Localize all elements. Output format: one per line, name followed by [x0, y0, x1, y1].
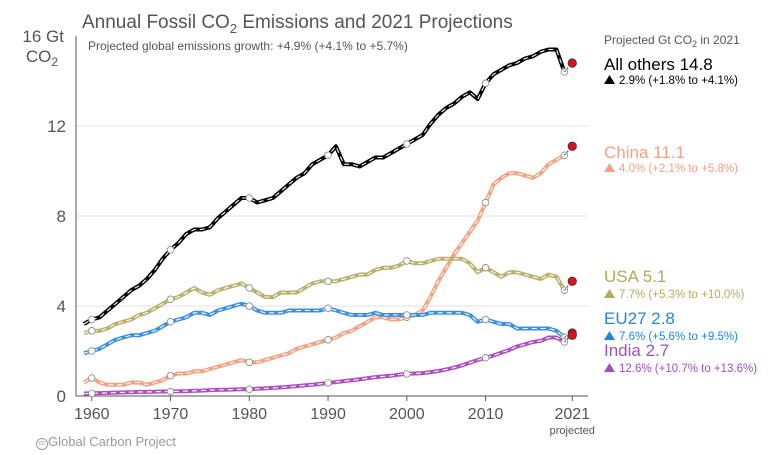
up-triangle-icon	[604, 163, 615, 172]
series-name: All others 14.8	[604, 55, 713, 74]
data-point	[245, 302, 253, 310]
x-tick-label: 1990	[310, 406, 346, 423]
x-tick-label: 2010	[468, 406, 504, 423]
data-point	[88, 347, 96, 355]
y-tick-label: 12	[47, 117, 66, 136]
data-point	[403, 140, 411, 148]
series-lines	[82, 47, 577, 397]
data-point	[245, 194, 253, 202]
series-growth: 2.9% (+1.8% to +4.1%)	[619, 75, 738, 87]
y-tick-label: 8	[57, 207, 66, 226]
data-point	[166, 372, 175, 380]
data-point	[245, 358, 253, 366]
up-triangle-icon	[604, 363, 615, 372]
projection-point	[567, 330, 577, 340]
projection-point	[567, 141, 577, 151]
axes: 0 4 8 12 1960 1970 1980 1990 2000 2010 2021 project…	[47, 36, 595, 437]
data-point	[481, 354, 490, 362]
x-tick-note: projected	[550, 425, 595, 437]
data-point	[403, 370, 411, 378]
data-point	[324, 336, 332, 344]
data-point	[324, 277, 332, 285]
data-point	[481, 198, 490, 207]
series-line	[83, 335, 566, 396]
series-name: India 2.7	[604, 341, 669, 360]
series-line	[83, 301, 566, 356]
up-triangle-icon	[604, 331, 615, 340]
series-name: EU27 2.8	[604, 309, 675, 328]
data-point	[88, 374, 96, 382]
series-growth: 7.6% (+5.6% to +9.5%)	[619, 331, 738, 343]
x-tick-label: 1960	[74, 406, 110, 423]
x-tick-label: 2000	[389, 406, 425, 423]
series-growth: 12.6% (+10.7% to +13.6%)	[619, 363, 757, 375]
x-tick-label: 1980	[231, 406, 267, 423]
up-triangle-icon	[604, 289, 615, 298]
y-axis-label-line2: CO2	[26, 47, 59, 69]
footer-org: Global Carbon Project	[48, 434, 176, 449]
chart-subtitle: Projected global emissions growth: +4.9%…	[88, 39, 408, 53]
series-growth: 4.0% (+2.1% to +5.8%)	[619, 163, 738, 175]
legend-header: Projected Gt CO2 in 2021	[604, 33, 740, 49]
data-point	[166, 387, 175, 396]
data-point	[324, 151, 332, 159]
x-tick-label: 1970	[153, 406, 189, 423]
data-point	[403, 311, 411, 319]
cc-logo-icon: cc	[36, 438, 48, 450]
up-triangle-icon	[604, 75, 615, 84]
data-point	[166, 295, 175, 303]
series-name: China 11.1	[604, 143, 685, 162]
y-tick-label: 4	[57, 297, 66, 316]
data-point	[166, 318, 175, 326]
data-point	[481, 264, 490, 272]
data-point	[403, 257, 411, 265]
data-point	[245, 284, 253, 292]
data-point	[88, 315, 96, 324]
projection-point	[567, 58, 577, 68]
series-name: USA 5.1	[604, 267, 666, 286]
chart-title: Annual Fossil CO2 Emissions and 2021 Pro…	[82, 12, 513, 36]
data-point	[324, 379, 332, 387]
data-point	[88, 327, 96, 335]
x-tick-label: 2021	[554, 406, 590, 423]
series-growth: 7.7% (+5.3% to +10.0%)	[619, 289, 744, 301]
data-point	[481, 79, 490, 87]
data-point	[481, 315, 490, 324]
data-point	[324, 304, 332, 312]
legend: All others 14.82.9% (+1.8% to +4.1%) Chin…	[604, 55, 757, 375]
footer: cc Global Carbon Project	[36, 434, 176, 450]
y-axis-label-line1: 16 Gt	[22, 27, 64, 46]
y-tick-label: 0	[57, 387, 66, 406]
projection-point	[567, 276, 577, 286]
data-point	[88, 389, 96, 397]
data-point	[245, 385, 253, 393]
data-point	[166, 246, 175, 254]
